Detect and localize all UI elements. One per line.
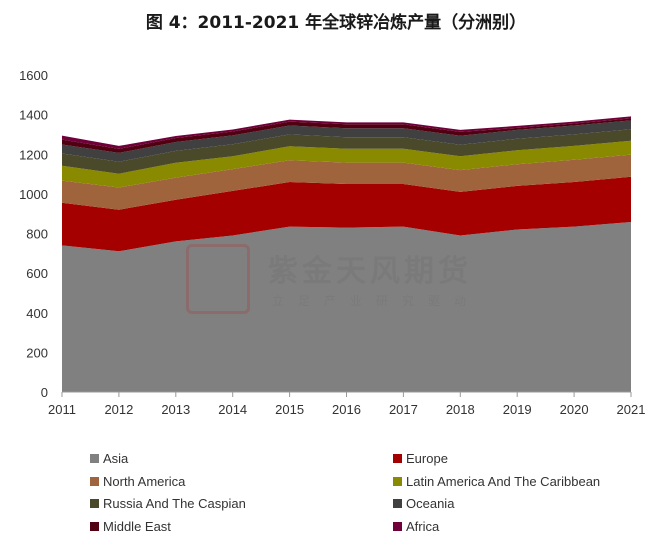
- area-series-group: [62, 116, 631, 392]
- area-africa: [62, 116, 631, 149]
- legend-swatch: [393, 454, 402, 463]
- y-tick-label: 400: [26, 306, 48, 321]
- legend-label: Africa: [406, 518, 440, 534]
- legend-item: Oceania: [393, 496, 454, 511]
- legend-swatch: [90, 476, 99, 486]
- x-tick-label: 2013: [161, 402, 190, 417]
- legend-swatch: [393, 521, 402, 531]
- x-tick-label: 2016: [332, 402, 361, 417]
- y-tick-label: 1000: [19, 187, 48, 202]
- y-tick-label: 1200: [19, 147, 48, 162]
- area-middle-east: [62, 118, 631, 153]
- area-europe: [62, 176, 631, 252]
- legend-swatch: [393, 476, 402, 486]
- axes-group: 0 200 400 600 800 1000 1200 1400 1600 2011 2012 201…: [19, 68, 645, 417]
- legend-swatch: [393, 499, 402, 508]
- y-tick-label: 200: [26, 345, 48, 360]
- x-tick-label: 2019: [503, 402, 532, 417]
- area-north-america: [62, 154, 631, 210]
- legend-item: Asia: [90, 451, 128, 466]
- area-oceania: [62, 120, 631, 162]
- x-tick-label: 2020: [560, 402, 589, 417]
- legend-item: North America: [90, 474, 185, 489]
- legend-item: Africa: [393, 519, 439, 534]
- legend-label: Asia: [103, 451, 129, 466]
- legend-label: Russia And The Caspian: [103, 496, 246, 511]
- y-tick-label: 0: [41, 385, 48, 400]
- y-tick-label: 600: [26, 266, 48, 281]
- watermark-logo: 紫金天风期货 立足产业研究驱动: [186, 244, 486, 314]
- area-latin-america-and-the-caribbean: [62, 140, 631, 188]
- chart-title: 图 4：2011-2021 年全球锌冶炼产量（分洲别）: [145, 13, 527, 33]
- legend-item: Russia And The Caspian: [90, 496, 246, 511]
- legend-item: Latin America And The Caribbean: [393, 474, 600, 489]
- x-tick-label: 2014: [218, 402, 247, 417]
- watermark-name: 紫金天风期货: [268, 254, 472, 289]
- x-tick-label: 2018: [446, 402, 475, 417]
- y-tick-label: 1400: [19, 108, 48, 123]
- y-tick-label: 1600: [19, 68, 48, 83]
- watermark-slogan: 立足产业研究驱动: [272, 294, 481, 308]
- area-russia-and-the-caspian: [62, 129, 631, 174]
- legend-swatch: [90, 454, 99, 463]
- legend-item: Middle East: [90, 519, 171, 534]
- x-tick-label: 2015: [275, 402, 304, 417]
- legend-label: Middle East: [103, 518, 171, 534]
- y-tick-label: 800: [26, 227, 48, 242]
- legend-swatch: [90, 521, 99, 531]
- legend-label: Oceania: [406, 496, 455, 511]
- legend-label: Europe: [406, 451, 448, 466]
- watermark-seal-icon: [186, 244, 250, 314]
- x-tick-label: 2011: [48, 402, 76, 417]
- legend-label: North America: [103, 473, 186, 489]
- legend-swatch: [90, 499, 99, 508]
- x-tick-label: 2017: [389, 402, 418, 417]
- x-tick-label: 2021: [617, 402, 646, 417]
- legend-item: Europe: [393, 451, 448, 466]
- x-tick-label: 2012: [104, 402, 133, 417]
- area-asia: [62, 222, 631, 392]
- legend-label: Latin America And The Caribbean: [406, 473, 601, 489]
